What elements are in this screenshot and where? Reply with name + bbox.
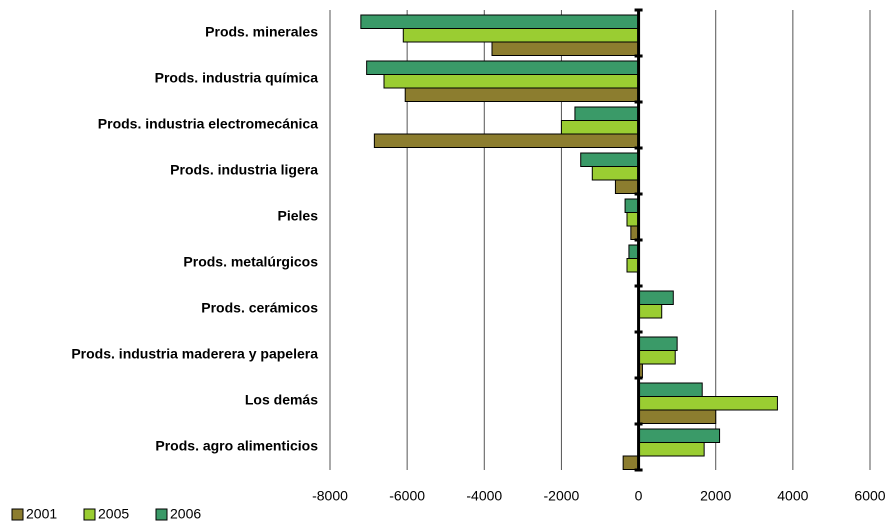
bar bbox=[638, 428, 721, 443]
category-label: Prods. industria química bbox=[155, 70, 319, 86]
x-tick-label: -4000 bbox=[466, 488, 502, 504]
bar bbox=[360, 14, 640, 29]
category-label: Prods. minerales bbox=[205, 24, 318, 40]
bar bbox=[638, 396, 778, 411]
bar bbox=[574, 106, 640, 121]
legend-label: 2001 bbox=[26, 506, 57, 522]
category-label: Los demás bbox=[245, 392, 318, 408]
category-label: Prods. agro alimenticios bbox=[155, 438, 318, 454]
legend-swatch bbox=[83, 508, 96, 521]
bar bbox=[614, 179, 640, 194]
bar bbox=[638, 350, 676, 365]
x-tick-label: 2000 bbox=[700, 488, 731, 504]
legend-label: 2005 bbox=[98, 506, 129, 522]
bar bbox=[638, 304, 663, 319]
category-label: Prods. cerámicos bbox=[201, 300, 318, 316]
x-tick-label: -2000 bbox=[544, 488, 580, 504]
bar bbox=[638, 409, 717, 424]
bar bbox=[560, 120, 640, 135]
bar bbox=[373, 133, 640, 148]
bar bbox=[491, 41, 640, 56]
category-label: Pieles bbox=[278, 208, 319, 224]
legend-label: 2006 bbox=[170, 506, 201, 522]
bar bbox=[638, 442, 705, 457]
category-label: Prods. industria ligera bbox=[170, 162, 318, 178]
bar bbox=[580, 152, 640, 167]
bar bbox=[383, 74, 640, 89]
bar bbox=[626, 212, 640, 227]
category-label: Prods. industria electromecánica bbox=[98, 116, 318, 132]
legend-swatch bbox=[11, 508, 24, 521]
category-label: Prods. metalúrgicos bbox=[183, 254, 318, 270]
bar bbox=[624, 198, 640, 213]
legend-swatch bbox=[155, 508, 168, 521]
bar bbox=[402, 28, 640, 43]
bar bbox=[638, 382, 703, 397]
x-tick-label: -8000 bbox=[312, 488, 348, 504]
x-tick-label: -6000 bbox=[389, 488, 425, 504]
x-tick-label: 0 bbox=[635, 488, 643, 504]
bar bbox=[591, 166, 640, 181]
category-label: Prods. industria maderera y papelera bbox=[71, 346, 318, 362]
x-tick-label: 6000 bbox=[854, 488, 885, 504]
bar bbox=[404, 87, 640, 102]
bar bbox=[638, 290, 674, 305]
bar bbox=[366, 60, 640, 75]
bar bbox=[626, 258, 640, 273]
bar bbox=[622, 455, 640, 470]
x-tick-label: 4000 bbox=[777, 488, 808, 504]
bar bbox=[638, 336, 678, 351]
